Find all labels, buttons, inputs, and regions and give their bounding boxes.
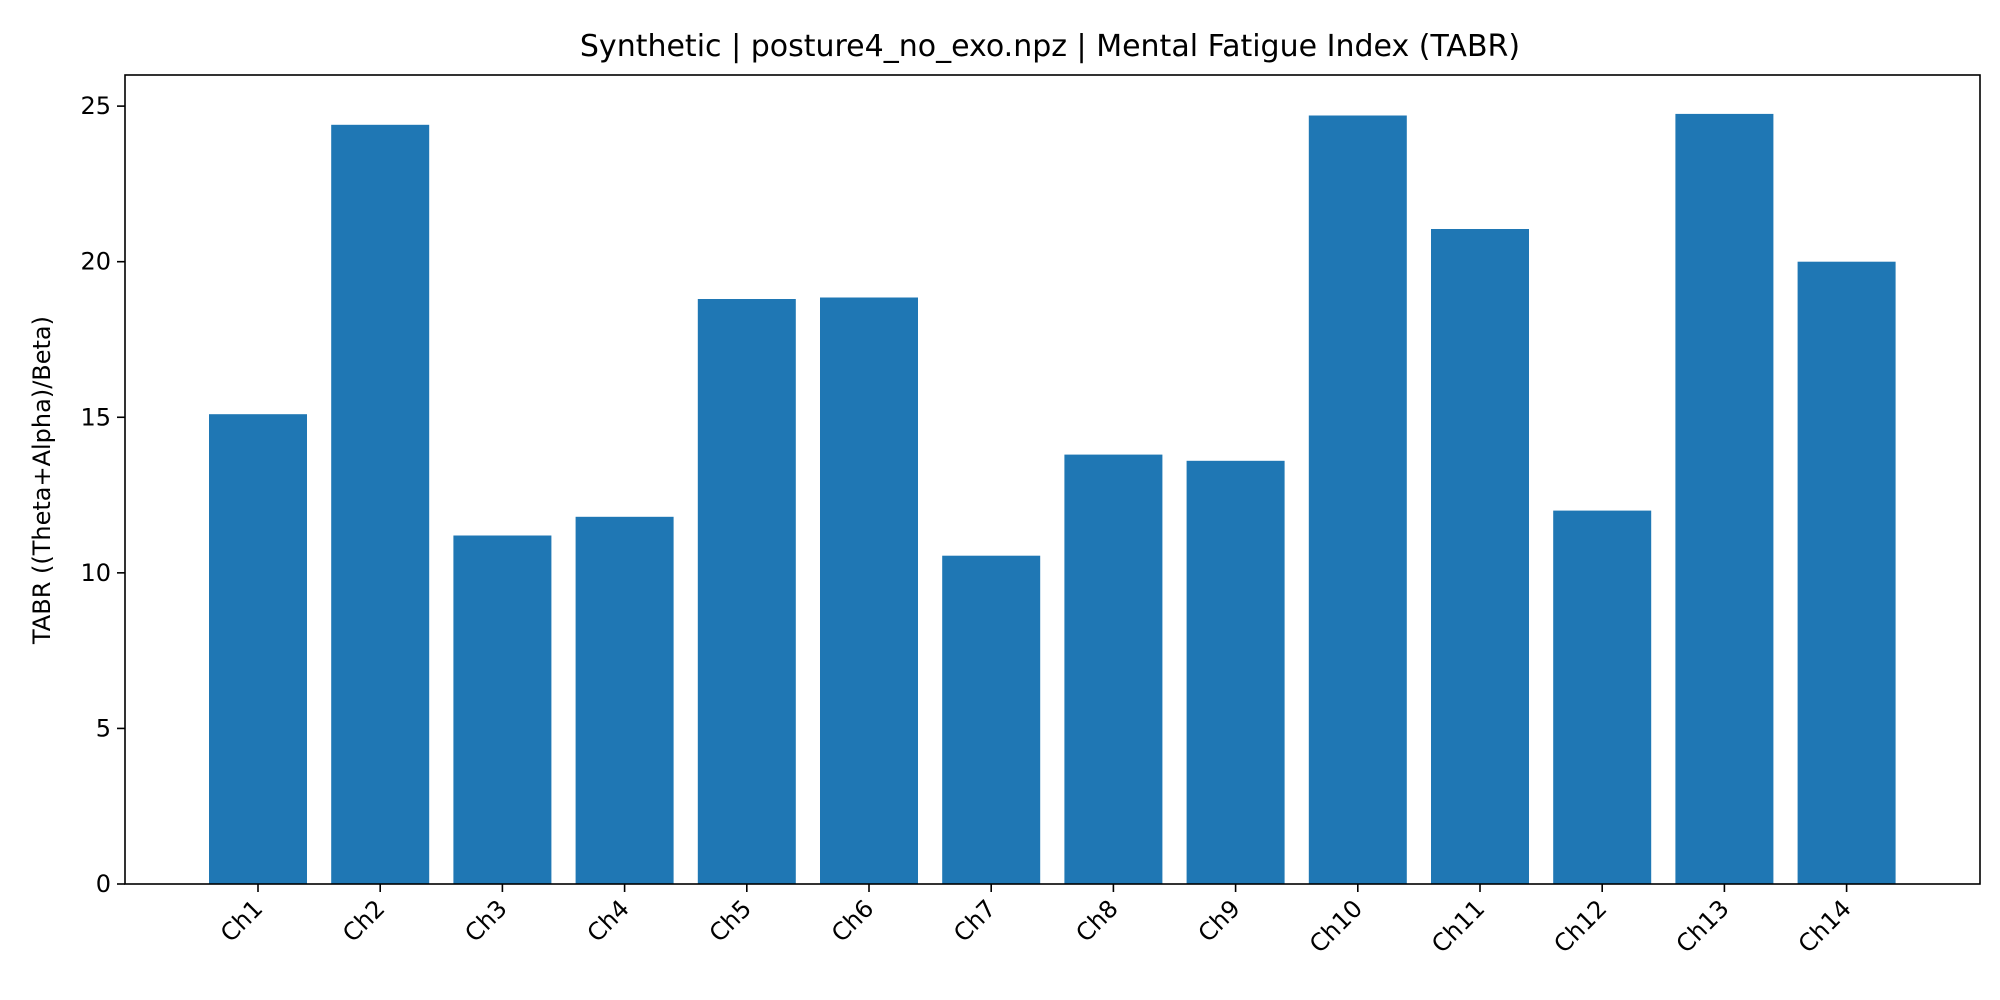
bar-ch6 <box>820 297 918 884</box>
bar-ch2 <box>331 124 430 885</box>
y-tick-label: 0 <box>96 870 111 898</box>
y-tick-label: 15 <box>80 403 111 431</box>
bars-layer <box>209 113 1896 885</box>
y-axis: 0 5 10 15 20 25 <box>80 92 125 898</box>
bar-ch5 <box>697 299 796 884</box>
chart-title: Synthetic | posture4_no_exo.npz | Mental… <box>580 29 1520 64</box>
y-tick-label: 20 <box>80 248 111 276</box>
y-tick-label: 25 <box>80 92 111 120</box>
y-tick-label: 5 <box>96 714 111 742</box>
bar-ch7 <box>942 555 1041 884</box>
bar-ch9 <box>1186 460 1285 884</box>
bar-ch10 <box>1308 115 1407 884</box>
bar-ch11 <box>1431 229 1529 884</box>
bar-ch8 <box>1064 454 1163 884</box>
bar-ch13 <box>1675 113 1774 884</box>
bar-ch3 <box>453 535 552 884</box>
bar-ch1 <box>209 414 307 884</box>
bar-ch4 <box>575 516 674 884</box>
plot-frame <box>124 74 1981 885</box>
bar-ch14 <box>1797 261 1896 884</box>
y-axis-label: TABR ((Theta+Alpha)/Beta) <box>28 316 56 645</box>
bar-ch12 <box>1553 510 1652 884</box>
y-tick-label: 10 <box>80 559 111 587</box>
